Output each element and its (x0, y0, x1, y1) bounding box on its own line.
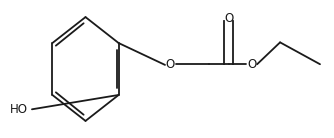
Text: O: O (224, 12, 233, 25)
Text: O: O (166, 58, 175, 71)
Text: HO: HO (10, 103, 28, 116)
Text: O: O (247, 58, 257, 71)
